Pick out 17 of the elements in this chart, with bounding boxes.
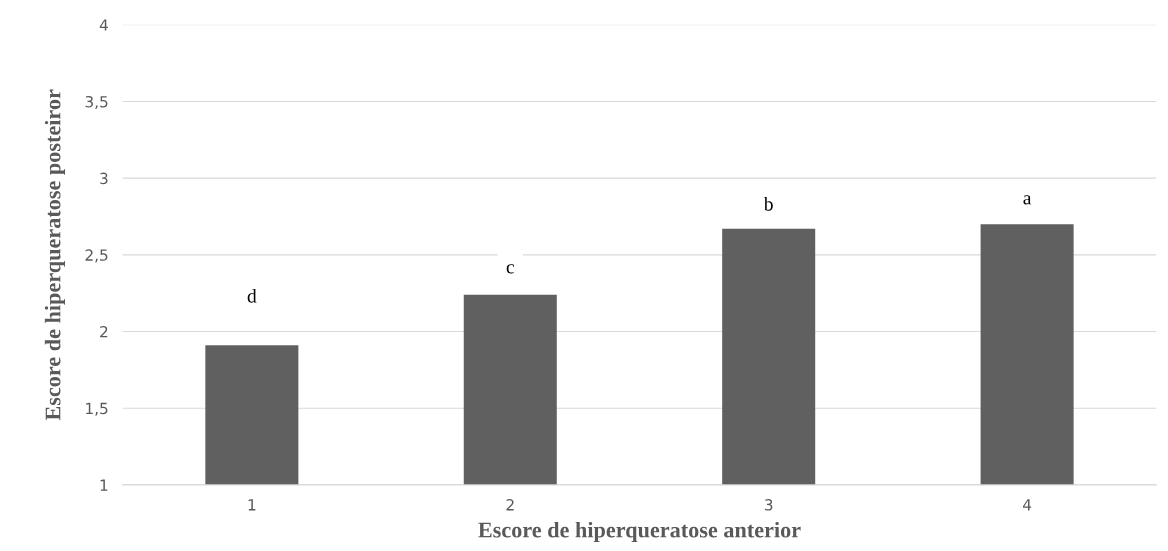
x-tick-label: 3 [764, 499, 773, 511]
x-tick-label: 2 [506, 499, 514, 511]
y-tick-label: 2,5 [85, 249, 108, 263]
annotation: a [1023, 195, 1032, 205]
x-tick-label: 4 [1023, 499, 1032, 511]
y-tick-label: 3 [100, 172, 108, 185]
y-axis-title: Escore de hiperqueratose posteiror [44, 89, 66, 421]
annotation: c [506, 264, 514, 274]
x-axis-title: Escore de hiperqueratose anterior [478, 521, 801, 543]
y-tick-label: 1,5 [86, 402, 108, 416]
annotation: b [763, 196, 773, 211]
x-tick-label: 1 [248, 499, 256, 511]
y-tick-label: 3,5 [85, 95, 108, 110]
y-tick-label: 1 [100, 479, 108, 491]
annotation: d [247, 288, 257, 303]
y-tick-label: 4 [99, 19, 108, 31]
y-tick-label: 2 [100, 325, 108, 338]
